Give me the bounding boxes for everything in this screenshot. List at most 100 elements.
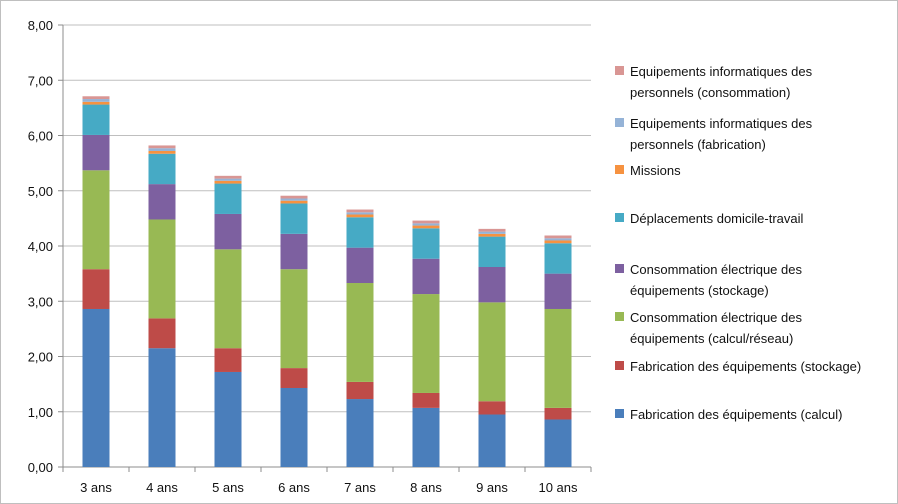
legend-label: personnels (fabrication) [630,137,766,152]
y-tick-label: 7,00 [28,73,53,88]
bar-segment-4 [544,273,572,309]
bar-segment-1 [148,348,176,467]
y-tick-label: 8,00 [28,18,53,33]
legend-label: équipements (calcul/réseau) [630,331,793,346]
bar-segment-2 [478,401,506,415]
bars [82,96,572,467]
bar-segment-1 [82,308,110,467]
bar-segment-1 [346,399,374,467]
legend-label: Déplacements domicile-travail [630,211,804,226]
bar-segment-7 [544,238,572,241]
bar-segment-6 [478,233,506,237]
bar-segment-5 [280,203,308,234]
bar-segment-8 [412,220,440,224]
bar-segment-2 [412,392,440,408]
bar-segment-8 [544,235,572,239]
y-tick-label: 4,00 [28,239,53,254]
bar-segment-4 [214,213,242,250]
legend-label: Consommation électrique des [630,262,802,277]
bar-segment-3 [478,302,506,402]
legend-swatch [615,312,624,321]
bar-segment-6 [412,225,440,229]
legend-swatch [615,165,624,174]
bar-segment-1 [544,419,572,467]
bar-segment-5 [478,236,506,267]
axes: 0,00 1,00 2,00 3,00 4,00 5,00 6,00 7,00 8,00 3 an… [28,18,592,495]
bar-segment-1 [478,414,506,467]
bar-segment-1 [412,407,440,467]
bar-segment-6 [346,214,374,218]
bar-segment-2 [214,348,242,372]
legend-swatch [615,118,624,127]
legend-label: personnels (consommation) [630,85,790,100]
bar-segment-5 [148,153,176,185]
bar-segment-7 [412,223,440,226]
legend-label: Equipements informatiques des [630,116,813,131]
bar-segment-5 [544,243,572,274]
legend: Equipements informatiques des personnels … [615,64,861,422]
bar-segment-6 [544,240,572,244]
x-tick-label: 3 ans [80,480,112,495]
bar-segment-7 [214,178,242,181]
x-tick-label: 9 ans [476,480,508,495]
bar-segment-3 [82,170,110,270]
bar-segment-4 [280,233,308,270]
y-tick-label: 0,00 [28,460,53,475]
legend-swatch [615,213,624,222]
bar-segment-3 [280,269,308,369]
x-tick-label: 5 ans [212,480,244,495]
bar-segment-8 [280,195,308,199]
bar-segment-6 [280,200,308,204]
bar-segment-8 [214,175,242,179]
bar-segment-4 [82,134,110,171]
legend-label: Fabrication des équipements (calcul) [630,407,842,422]
legend-label: Fabrication des équipements (stockage) [630,359,861,374]
bar-segment-7 [148,148,176,151]
x-tick-label: 4 ans [146,480,178,495]
x-tick-label: 7 ans [344,480,376,495]
bar-segment-5 [412,228,440,259]
y-tick-label: 5,00 [28,184,53,199]
bar-segment-2 [82,269,110,309]
bar-segment-2 [280,368,308,388]
y-tick-label: 3,00 [28,294,53,309]
legend-label: Missions [630,163,681,178]
bar-segment-3 [544,308,572,408]
legend-label: Equipements informatiques des [630,64,813,79]
bar-segment-2 [148,318,176,349]
bar-segment-7 [478,231,506,234]
y-tick-label: 2,00 [28,350,53,365]
bar-segment-6 [148,150,176,154]
bar-segment-4 [412,258,440,295]
legend-swatch [615,409,624,418]
gridlines [63,24,591,413]
bar-segment-8 [82,96,110,100]
bar-segment-3 [412,294,440,393]
bar-segment-5 [346,217,374,248]
bar-segment-3 [346,283,374,382]
bar-segment-5 [82,104,110,135]
bar-segment-4 [346,247,374,284]
legend-swatch [615,66,624,75]
bar-segment-2 [544,407,572,420]
bar-segment-4 [478,266,506,303]
bar-segment-7 [280,198,308,201]
bar-segment-8 [148,145,176,149]
bar-segment-8 [478,228,506,232]
legend-swatch [615,361,624,370]
y-tick-label: 6,00 [28,129,53,144]
bar-segment-6 [214,180,242,184]
x-tick-label: 10 ans [538,480,578,495]
y-tick-label: 1,00 [28,405,53,420]
legend-swatch [615,264,624,273]
bar-segment-6 [82,101,110,105]
legend-label: Consommation électrique des [630,310,802,325]
bar-segment-5 [214,183,242,214]
bar-segment-7 [346,212,374,215]
bar-segment-4 [148,184,176,220]
bar-segment-2 [346,381,374,400]
bar-segment-3 [148,219,176,319]
bar-segment-3 [214,249,242,349]
x-tick-label: 8 ans [410,480,442,495]
